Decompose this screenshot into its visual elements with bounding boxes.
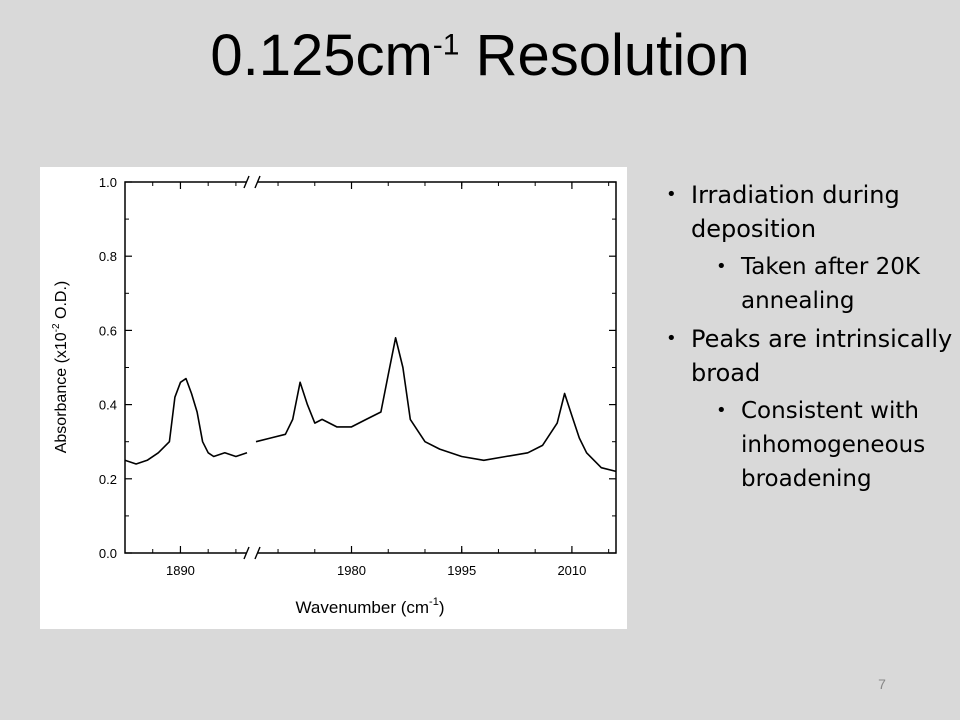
absorbance-chart: 0.0 0.2 0.4 0.6 0.8 1.0 1890 1980 1995 2010 Waven… (51, 175, 617, 617)
bullet-item-1: • Irradiation during deposition (666, 178, 956, 246)
axis-break-slash (243, 546, 250, 560)
title-main: 0.125cm (210, 23, 433, 88)
spectrum-line-segment-2 (255, 337, 617, 473)
x-tick-label: 2010 (557, 563, 586, 578)
axis-break (243, 175, 261, 560)
x-tick-label: 1980 (337, 563, 366, 578)
slide-title: 0.125cm-1 Resolution (0, 22, 960, 89)
axis-break-gap (246, 178, 258, 186)
bullet-list: • Irradiation during deposition • Taken aft… (666, 178, 956, 500)
y-tick-label: 0.4 (99, 398, 117, 413)
plot-frame (124, 181, 617, 554)
bullet-text: Taken after 20K annealing (741, 254, 920, 314)
x-tick-label: 1995 (447, 563, 476, 578)
slide-number: 7 (878, 676, 886, 692)
bullet-text: Irradiation during deposition (691, 181, 900, 243)
bullet-text: Peaks are intrinsically broad (691, 325, 953, 387)
bullet-item-4: • Consistent with inhomogeneous broadenin… (666, 394, 956, 496)
y-tick-label: 1.0 (99, 175, 117, 190)
title-superscript: -1 (432, 28, 460, 62)
y-axis-label: Absorbance (x10-2 O.D.) (51, 281, 70, 454)
y-tick-label: 0.0 (99, 546, 117, 561)
bullet-dot-icon: • (666, 328, 677, 349)
ticks-layer: 0.0 0.2 0.4 0.6 0.8 1.0 1890 1980 1995 2010 (99, 175, 616, 578)
spectrum-line-segment-1 (124, 377, 248, 465)
axis-break-slash (243, 175, 250, 189)
y-tick-label: 0.2 (99, 472, 117, 487)
bullet-dot-icon: • (716, 256, 727, 277)
bullet-text: Consistent with inhomogeneous broadening (741, 398, 926, 492)
y-tick-label: 0.8 (99, 249, 117, 264)
bullet-dot-icon: • (716, 400, 727, 421)
axis-break-slash (254, 546, 261, 560)
y-tick-label: 0.6 (99, 323, 117, 338)
axis-break-slash (254, 175, 261, 189)
axis-break-gap (246, 549, 258, 557)
x-axis-label: Wavenumber (cm-1) (296, 596, 445, 617)
bullet-dot-icon: • (666, 184, 677, 205)
series-layer (124, 337, 617, 473)
chart-panel: 0.0 0.2 0.4 0.6 0.8 1.0 1890 1980 1995 2010 Waven… (40, 167, 627, 629)
x-tick-label: 1890 (166, 563, 195, 578)
title-rest: Resolution (459, 23, 750, 88)
bullet-item-2: • Taken after 20K annealing (666, 250, 956, 318)
bullet-item-3: • Peaks are intrinsically broad (666, 322, 956, 390)
